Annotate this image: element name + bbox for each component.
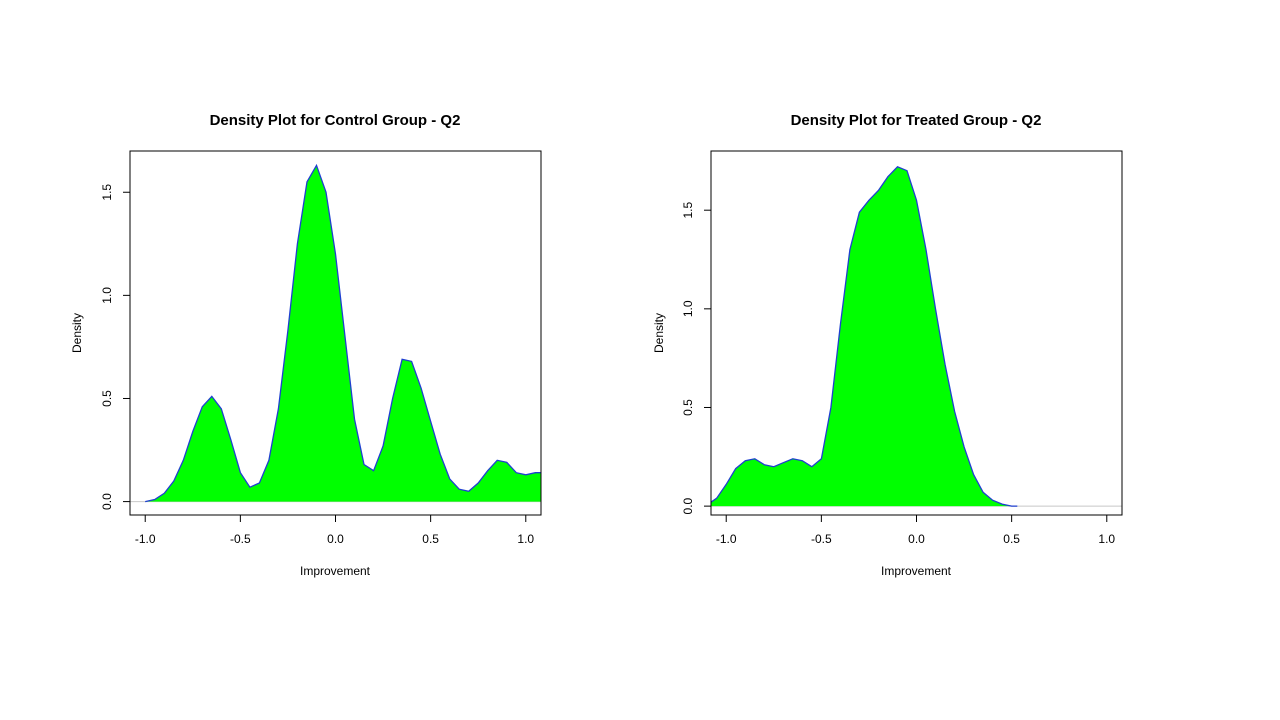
y-tick-label: 1.5 <box>681 202 695 219</box>
chart-title: Density Plot for Treated Group - Q2 <box>791 112 1042 129</box>
y-axis-label: Density <box>652 313 666 353</box>
x-tick-label: 1.0 <box>517 532 534 546</box>
x-axis-label: Improvement <box>300 564 371 578</box>
x-tick-label: 0.0 <box>908 532 925 546</box>
x-tick-label: 1.0 <box>1098 532 1115 546</box>
y-tick-label: 1.5 <box>100 184 114 201</box>
y-axis-label: Density <box>70 313 84 353</box>
y-tick-label: 1.0 <box>100 287 114 304</box>
y-tick-label: 0.0 <box>100 493 114 510</box>
x-tick-label: -0.5 <box>811 532 832 546</box>
density-area <box>711 166 1018 507</box>
plot-area <box>711 166 1122 507</box>
y-tick-label: 0.0 <box>681 497 695 514</box>
x-axis-label: Improvement <box>881 564 952 578</box>
chart-title: Density Plot for Control Group - Q2 <box>210 112 461 129</box>
control-density-panel: Density Plot for Control Group - Q2 Impr… <box>70 112 542 578</box>
density-line <box>145 163 541 503</box>
x-tick-label: -1.0 <box>135 532 156 546</box>
y-tick-label: 0.5 <box>100 390 114 407</box>
x-tick-label: -0.5 <box>230 532 251 546</box>
density-area <box>145 165 541 502</box>
y-tick-label: 0.5 <box>681 399 695 416</box>
plot-area <box>130 163 541 503</box>
x-tick-label: 0.0 <box>327 532 344 546</box>
x-tick-label: -1.0 <box>716 532 737 546</box>
x-tick-label: 0.5 <box>422 532 439 546</box>
x-tick-label: 0.5 <box>1003 532 1020 546</box>
density-line <box>711 166 1018 507</box>
y-tick-label: 1.0 <box>681 300 695 317</box>
treated-density-panel: Density Plot for Treated Group - Q2 Impr… <box>652 112 1123 578</box>
